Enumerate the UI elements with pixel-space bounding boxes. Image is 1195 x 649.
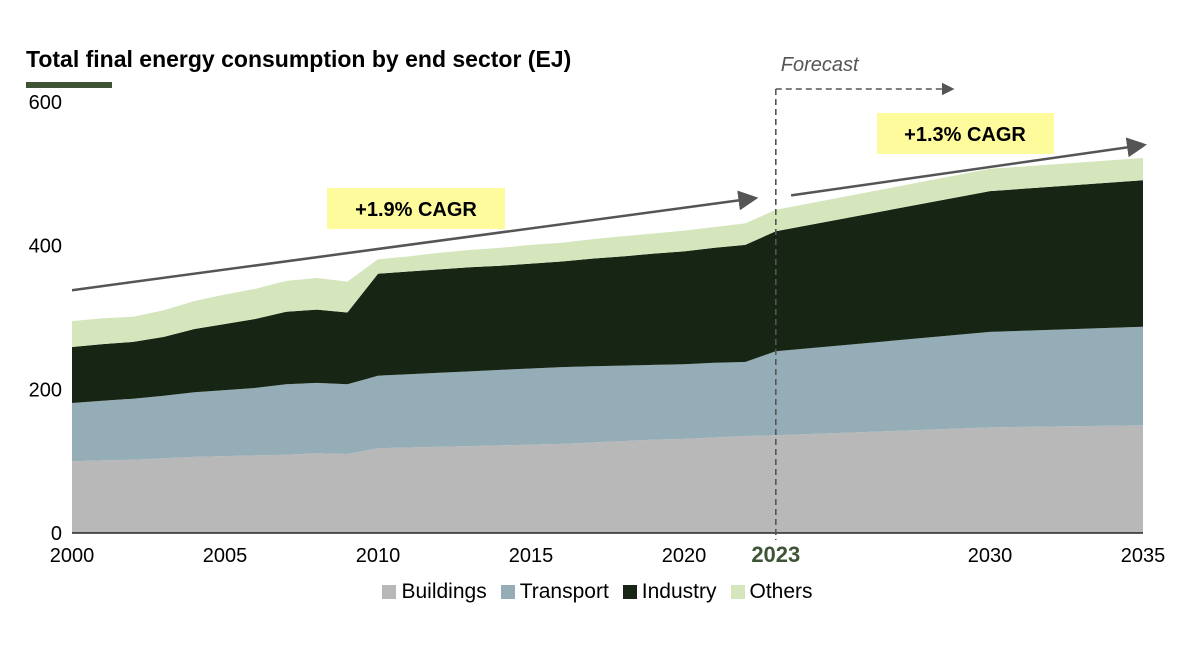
legend-item-others: Others xyxy=(730,580,813,604)
legend-label-transport: Transport xyxy=(519,580,609,603)
y-tick-label: 400 xyxy=(29,236,62,258)
legend-swatch-industry xyxy=(622,585,637,599)
legend: Buildings Transport Industry Others xyxy=(0,580,1195,604)
area-buildings xyxy=(72,425,1143,533)
area-transport xyxy=(72,326,1143,462)
y-tick-label: 200 xyxy=(29,379,62,401)
legend-label-others: Others xyxy=(749,580,813,603)
cagr-label-historical: +1.9% CAGR xyxy=(355,199,477,221)
x-tick-label: 2030 xyxy=(968,545,1013,567)
x-tick-label: 2000 xyxy=(50,545,95,567)
x-tick-label: 2035 xyxy=(1121,545,1166,567)
axis-layer: 0 200 400 600 2000 2005 2010 2015 2020 2023 2030 20… xyxy=(29,92,1166,567)
area-others xyxy=(72,158,1143,347)
legend-label-industry: Industry xyxy=(641,580,717,603)
x-tick-label: 2010 xyxy=(356,545,401,567)
x-tick-label: 2015 xyxy=(509,545,554,567)
legend-item-buildings: Buildings xyxy=(382,580,487,604)
chart-title: Total final energy consumption by end se… xyxy=(26,46,572,72)
cagr-arrow-forecast xyxy=(790,137,1147,197)
area-industry xyxy=(72,180,1143,403)
cagr-box-historical xyxy=(327,188,505,229)
x-tick-label-highlight: 2023 xyxy=(751,542,800,567)
legend-swatch-buildings xyxy=(382,585,397,599)
legend-swatch-others xyxy=(730,585,745,599)
cagr-arrow-historical xyxy=(71,190,759,292)
cagr-label-forecast: +1.3% CAGR xyxy=(904,124,1026,146)
legend-label-buildings: Buildings xyxy=(401,580,487,603)
y-tick-label: 0 xyxy=(51,523,62,545)
title-underline xyxy=(26,82,112,88)
areas-layer xyxy=(72,158,1143,533)
forecast-label: Forecast xyxy=(781,54,860,76)
x-tick-label: 2005 xyxy=(203,545,248,567)
legend-swatch-transport xyxy=(500,585,515,599)
y-tick-label: 600 xyxy=(29,92,62,114)
cagr-box-forecast xyxy=(877,113,1054,154)
x-tick-label: 2020 xyxy=(662,545,707,567)
legend-item-transport: Transport xyxy=(500,580,609,604)
legend-item-industry: Industry xyxy=(622,580,717,604)
annotations-layer: Forecast +1.9% CAGR +1.3% CAGR xyxy=(71,54,1147,540)
